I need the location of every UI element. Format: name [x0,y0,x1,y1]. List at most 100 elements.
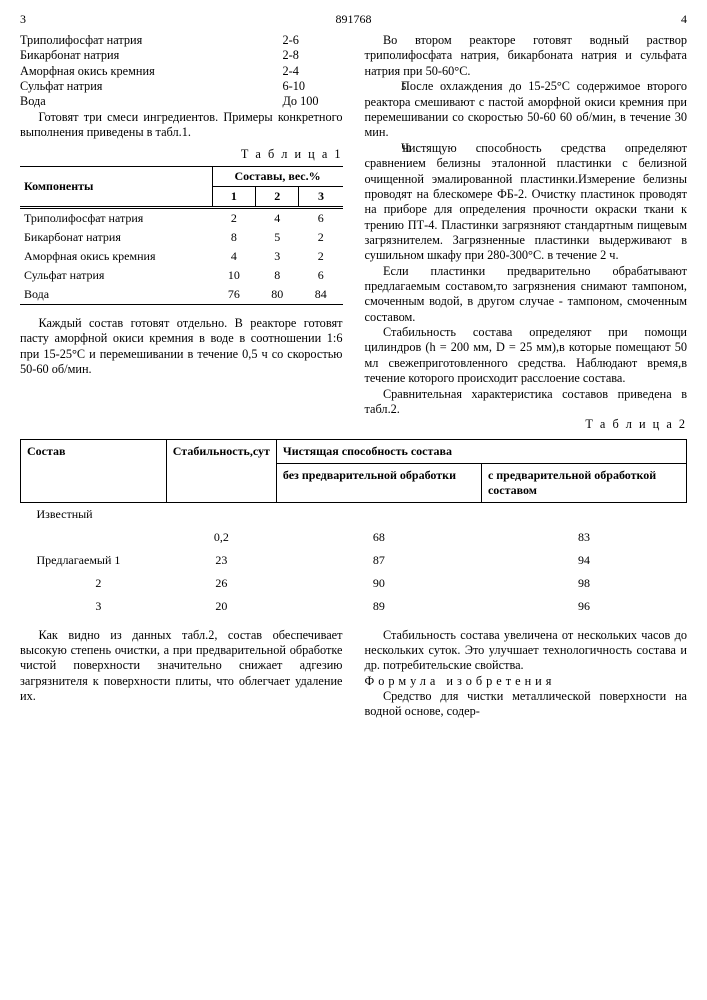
table1-label: Т а б л и ц а 1 [20,147,343,162]
t1-cell: 8 [256,266,299,285]
paragraph: Сравнительная характеристика составов пр… [365,387,688,418]
t2-cell: 68 [276,526,481,549]
t2-cell: Известный [21,502,167,526]
doc-number: 891768 [26,12,681,27]
t1-cell: 4 [256,208,299,228]
paragraph: 5После охлаждения до 15-25°С содержимое … [365,79,688,141]
t2-cell: 0,2 [166,526,276,549]
t1-cell: Вода [20,285,212,305]
paragraph: Каждый состав готовят отдельно. В реакто… [20,316,343,377]
ingredient-row: Триполифосфат натрия2-6 [20,33,343,48]
t1-cell: Бикарбонат натрия [20,228,212,247]
paragraph: Стабильность состава определяют при помо… [365,325,688,386]
t2-cell: 87 [276,549,481,572]
t1-cell: 2 [212,208,255,228]
t1-sub-2: 2 [256,186,299,206]
ingredient-value: 6-10 [283,79,343,94]
t1-sub-1: 1 [212,186,255,206]
paragraph-text: Стабильность состава определяют при помо… [365,325,688,385]
table-2: Состав Стабильность,сут Чистящая способн… [20,439,687,618]
table-row: Сульфат натрия1086 [20,266,343,285]
bottom-columns: Как видно из данных табл.2, состав обесп… [20,628,687,720]
line-number: 5 [383,82,397,95]
ingredient-label: Сульфат натрия [20,79,283,94]
bottom-left-column: Как видно из данных табл.2, состав обесп… [20,628,343,720]
t2-cell: 96 [481,595,686,618]
t1-cell: Триполифосфат натрия [20,208,212,228]
line-number: 10 [383,144,397,157]
t1-head-compositions: Составы, вес.% [212,166,342,186]
paragraph: Как видно из данных табл.2, состав обесп… [20,628,343,705]
table-row: Триполифосфат натрия246 [20,208,343,228]
t2-head-without: без предварительной обработки [276,463,481,502]
left-column: Триполифосфат натрия2-6 Бикарбонат натри… [20,33,343,433]
ingredient-row: Бикарбонат натрия2-8 [20,48,343,63]
paragraph: Во втором реакторе готовят водный раство… [365,33,688,79]
paragraph-text: Стабильность состава увеличена от нескол… [365,628,688,673]
formula-heading: Формула изобретения [365,674,688,689]
page-header: 3 891768 4 [20,12,687,27]
ingredient-value: 2-4 [283,64,343,79]
t1-sub-3: 3 [299,186,343,206]
table-row: Аморфная окись кремния432 [20,247,343,266]
t2-cell: 26 [166,572,276,595]
t2-cell: 20 [166,595,276,618]
page-num-right: 4 [681,12,687,27]
paragraph: 10Чистящую способность средства определя… [365,141,688,264]
t2-head-with: с предварительной обработкой составом [481,463,686,502]
paragraph-text: Чистящую способность средства определяют… [365,141,688,263]
table-row: 2269098 [21,572,687,595]
t2-cell: 23 [166,549,276,572]
t1-cell: 3 [256,247,299,266]
paragraph: Готовят три смеси ингредиентов. Примеры … [20,110,343,141]
ingredient-label: Аморфная окись кремния [20,64,283,79]
t2-cell [276,502,481,526]
table-row: Известный [21,502,687,526]
t2-head-composition: Состав [21,439,167,502]
t1-cell: 2 [299,247,343,266]
ingredient-label: Бикарбонат натрия [20,48,283,63]
ingredient-row: ВодаДо 100 [20,94,343,109]
table-row: Бикарбонат натрия852 [20,228,343,247]
table-row: Предлагаемый 1238794 [21,549,687,572]
t1-cell: 80 [256,285,299,305]
table-1: Компоненты Составы, вес.% 1 2 3 Триполиф… [20,166,343,306]
t2-cell: 98 [481,572,686,595]
table2-label: Т а б л и ц а 2 [365,417,688,432]
paragraph-text: Если пластинки предварительно обрабатыва… [365,264,688,324]
t2-head-cleaning: Чистящая способность состава [276,439,686,463]
ingredient-label: Триполифосфат натрия [20,33,283,48]
t1-cell: 6 [299,266,343,285]
table-row: Вода768084 [20,285,343,305]
t1-cell: 84 [299,285,343,305]
t2-cell: 2 [21,572,167,595]
ingredient-label: Вода [20,94,283,109]
ingredient-row: Сульфат натрия6-10 [20,79,343,94]
t1-cell: 10 [212,266,255,285]
t2-cell: 90 [276,572,481,595]
t1-cell: Аморфная окись кремния [20,247,212,266]
table-row: 3208996 [21,595,687,618]
t1-cell: 76 [212,285,255,305]
ingredient-row: Аморфная окись кремния2-4 [20,64,343,79]
t2-cell: 94 [481,549,686,572]
paragraph: Средство для чистки металлической поверх… [365,689,688,720]
t2-cell: 83 [481,526,686,549]
t1-cell: 2 [299,228,343,247]
bottom-right-column: Стабильность состава увеличена от нескол… [365,628,688,720]
right-column: Во втором реакторе готовят водный раство… [365,33,688,433]
t1-cell: 8 [212,228,255,247]
paragraph: Стабильность состава увеличена от нескол… [365,628,688,674]
t2-cell: 3 [21,595,167,618]
t1-cell: Сульфат натрия [20,266,212,285]
two-columns: Триполифосфат натрия2-6 Бикарбонат натри… [20,33,687,433]
t1-head-components: Компоненты [20,166,212,206]
t2-cell [21,526,167,549]
t2-head-stability: Стабильность,сут [166,439,276,502]
t2-cell [166,502,276,526]
ingredient-value: До 100 [283,94,343,109]
paragraph-text: После охлаждения до 15-25°С содержимое в… [365,79,688,139]
page: 3 891768 4 Триполифосфат натрия2-6 Бикар… [0,0,707,740]
t2-cell: Предлагаемый 1 [21,549,167,572]
paragraph: Если пластинки предварительно обрабатыва… [365,264,688,325]
